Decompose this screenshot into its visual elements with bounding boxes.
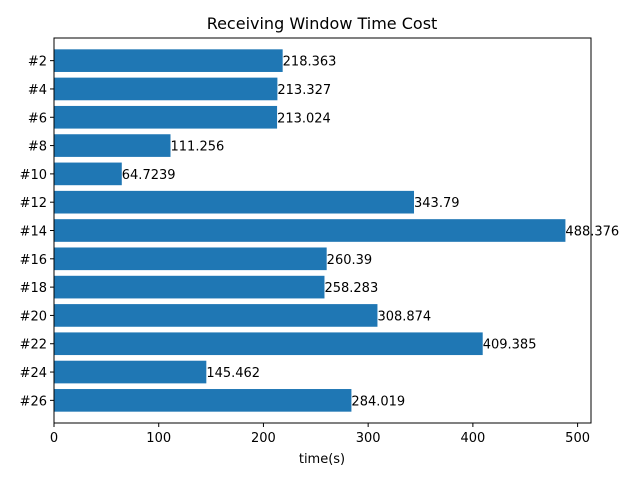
y-tick-label: #14 [20, 225, 47, 240]
x-tick-label: 400 [460, 431, 485, 446]
y-tick-label: #26 [20, 394, 47, 409]
chart-title: Receiving Window Time Cost [207, 14, 438, 33]
y-tick-label: #16 [20, 253, 47, 268]
x-tick-label: 200 [251, 431, 276, 446]
bar-value-label: 111.256 [171, 140, 225, 155]
bar [54, 190, 415, 214]
y-tick-label: #22 [20, 338, 47, 353]
y-axis-ticks: #2 #4 #6 #8 #10 #12 #14 #16 #18 #20 #22 #24 #26 [20, 55, 54, 409]
y-tick-label: #12 [20, 196, 47, 211]
bar [54, 247, 327, 271]
y-tick-label: #20 [20, 309, 47, 324]
y-tick-label: #10 [20, 168, 47, 183]
y-tick-label: #24 [20, 366, 47, 381]
bar [54, 105, 278, 129]
bar-value-label: 260.39 [327, 253, 373, 268]
bar [54, 134, 171, 157]
x-tick-label: 100 [146, 431, 171, 446]
bar-value-label: 343.79 [414, 196, 460, 211]
bar-value-label: 284.019 [351, 394, 405, 409]
bar-value-label: 145.462 [206, 366, 260, 381]
bar [54, 360, 207, 384]
bar [54, 304, 378, 327]
bar [54, 332, 483, 356]
bar-value-label: 213.024 [277, 111, 331, 126]
y-tick-label: #2 [28, 55, 47, 70]
bar [54, 162, 122, 186]
y-tick-label: #8 [28, 140, 47, 155]
bar [54, 275, 325, 299]
bar-value-label: 308.874 [377, 309, 431, 324]
bar [54, 389, 352, 412]
bar [54, 219, 566, 242]
bar-value-label: 218.363 [283, 55, 337, 70]
x-axis-label: time(s) [299, 452, 345, 467]
bar-value-label: 488.376 [565, 225, 619, 240]
data-labels-group: 218.363 213.327 213.024 111.256 64.7239 343.7… [122, 55, 619, 410]
bars-group [54, 49, 566, 412]
y-tick-label: #4 [28, 83, 47, 98]
y-tick-label: #18 [20, 281, 47, 296]
x-axis-ticks: 0 100 200 300 400 500 [50, 423, 590, 446]
bar-value-label: 258.283 [324, 281, 378, 296]
bar-value-label: 213.327 [277, 83, 331, 98]
bar [54, 77, 278, 101]
x-tick-label: 0 [50, 431, 58, 446]
y-tick-label: #6 [28, 111, 47, 126]
bar [54, 49, 283, 72]
bar-value-label: 64.7239 [122, 168, 176, 183]
bar-value-label: 409.385 [483, 338, 537, 353]
x-tick-label: 500 [565, 431, 590, 446]
x-tick-label: 300 [356, 431, 381, 446]
